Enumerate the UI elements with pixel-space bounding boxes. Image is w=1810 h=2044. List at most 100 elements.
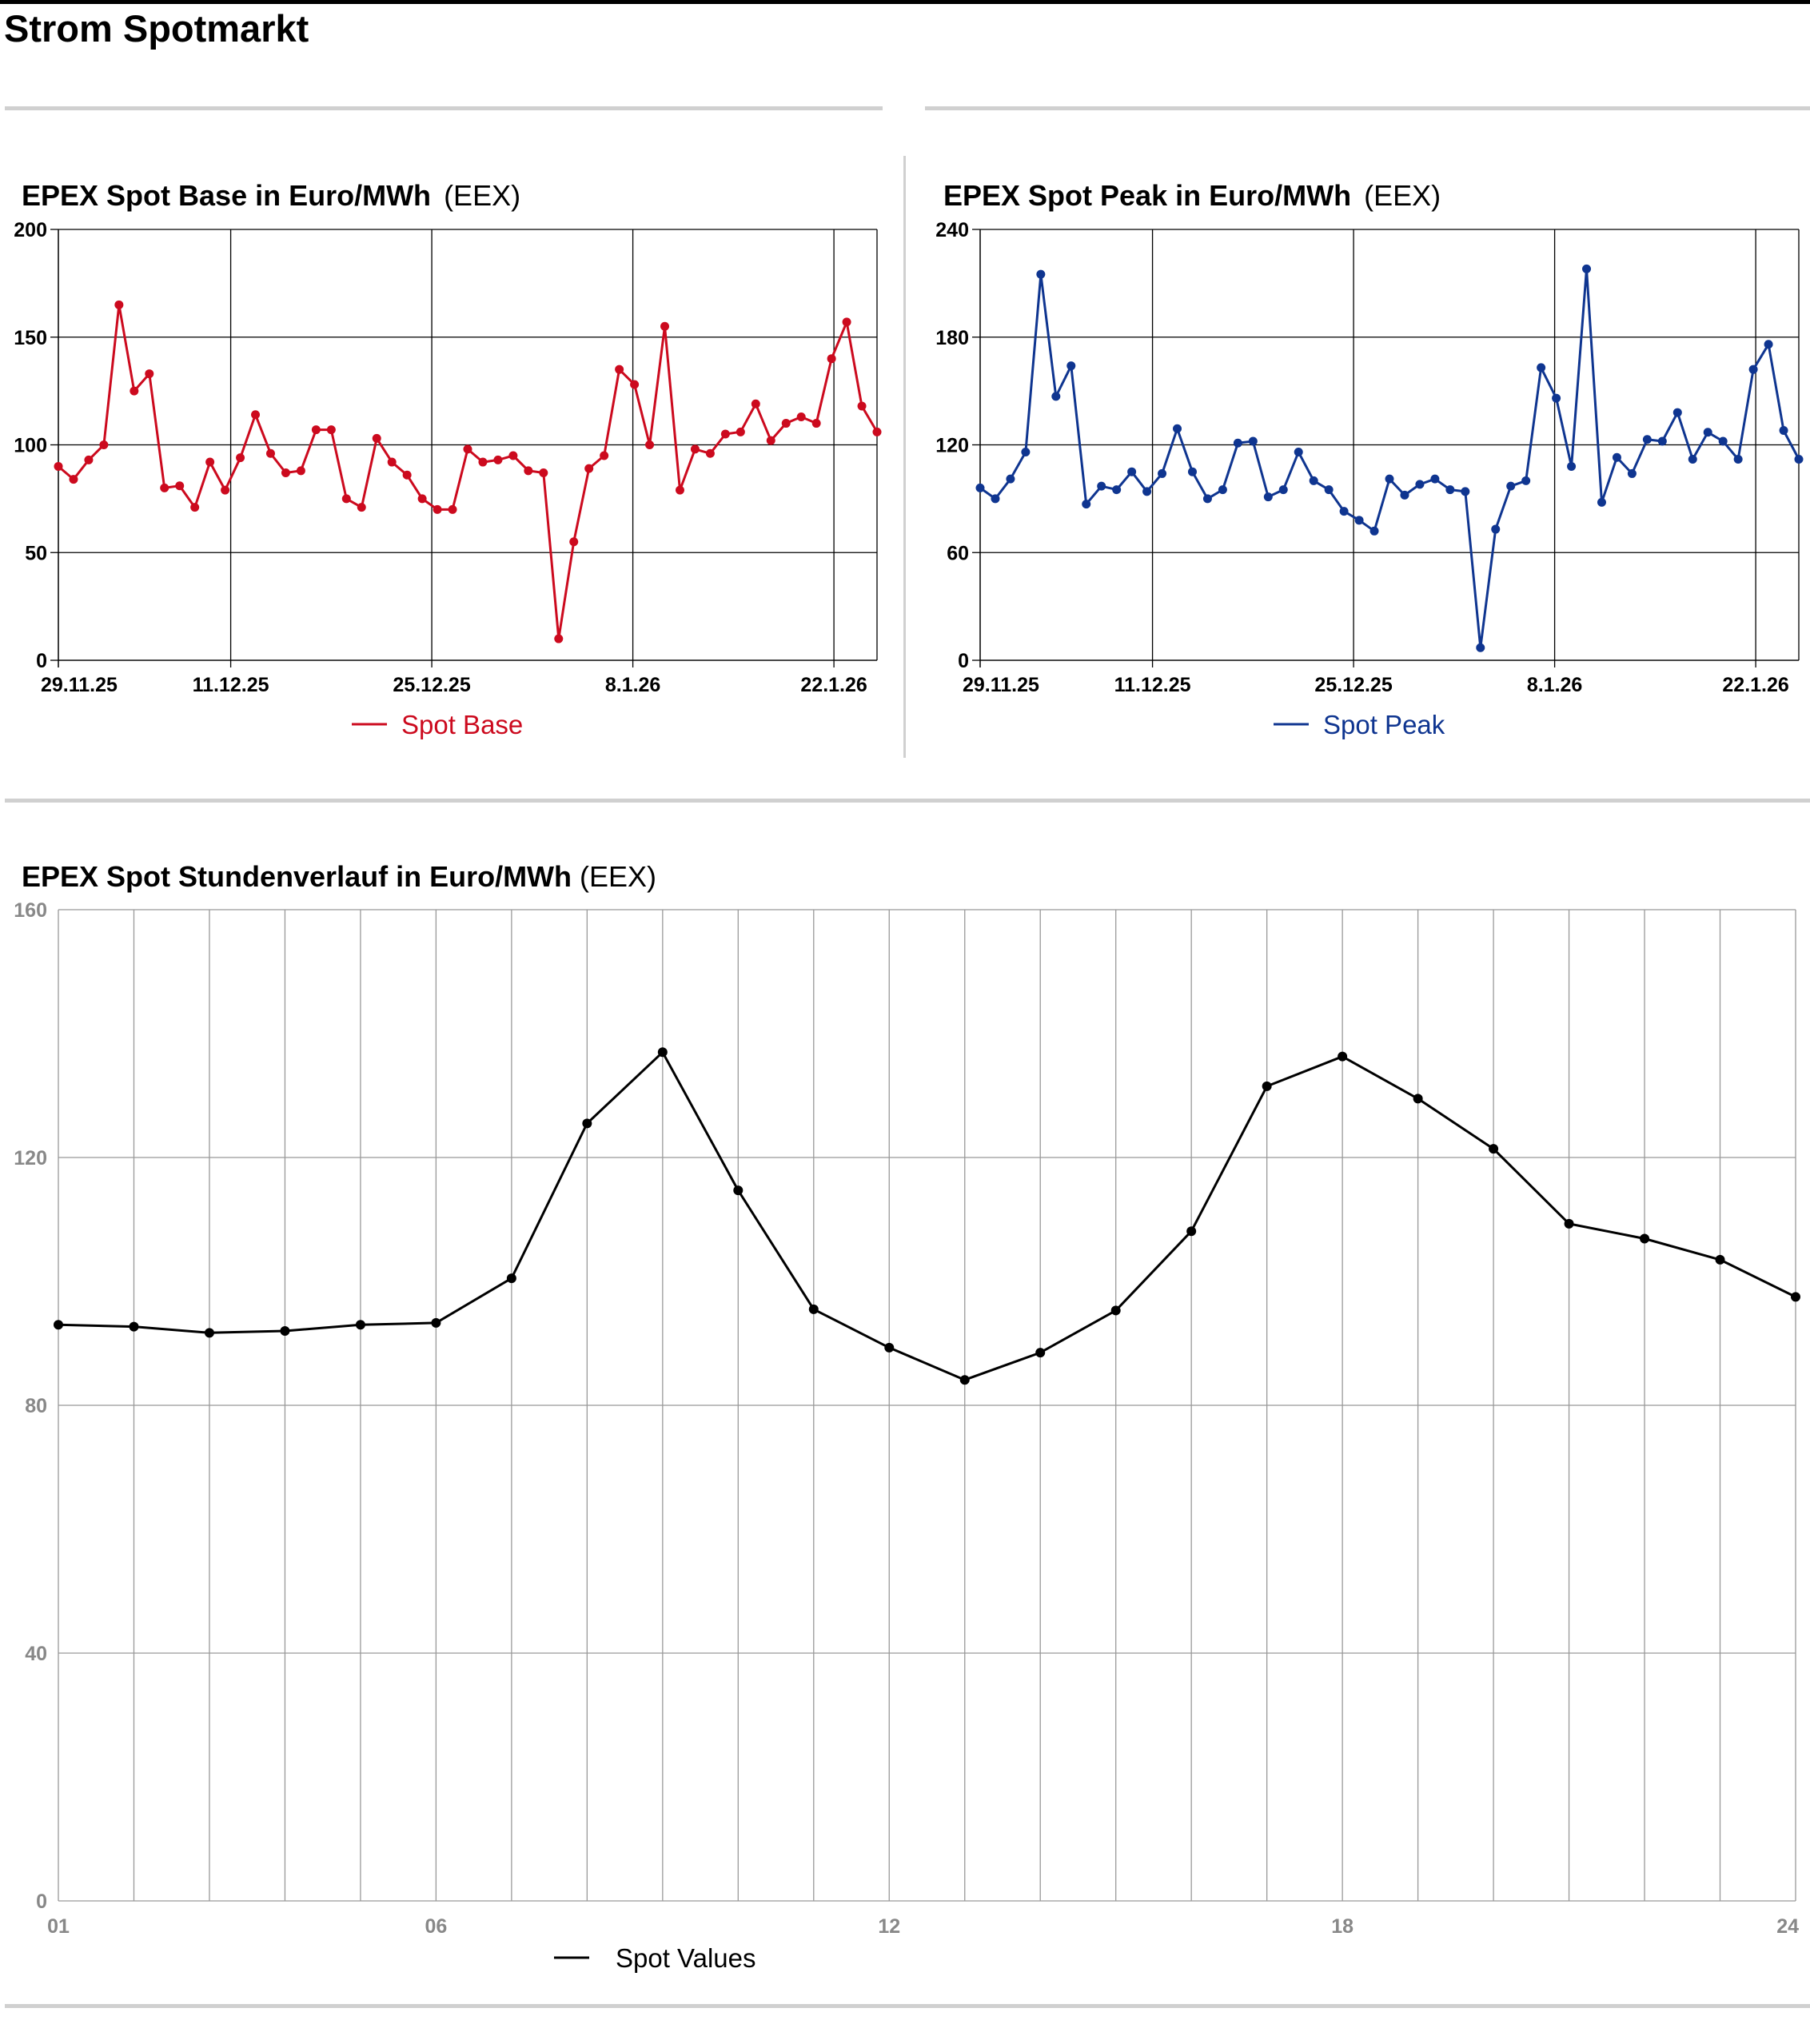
peak-data-point (1597, 497, 1606, 507)
hourly-ytick-label: 40 (25, 1643, 47, 1665)
base-data-point (402, 470, 412, 480)
base-ytick-label: 150 (14, 327, 47, 349)
hourly-series-line (58, 1050, 1796, 1381)
peak-data-point (1036, 269, 1046, 279)
base-data-point (811, 419, 821, 428)
base-ytick-label: 50 (25, 542, 47, 564)
section-divider-left (5, 106, 883, 110)
peak-xtick-label: 29.11.25 (963, 674, 1039, 696)
hourly-data-point (1640, 1233, 1650, 1244)
hourly-xtick-label: 06 (425, 1915, 447, 1938)
peak-data-point (1339, 507, 1349, 516)
peak-data-point (1461, 487, 1470, 496)
peak-data-point (1202, 494, 1212, 504)
hourly-data-point (884, 1342, 895, 1353)
base-xtick-label: 11.12.25 (193, 674, 269, 696)
base-xtick-label: 22.1.26 (800, 674, 867, 696)
base-data-point (84, 455, 94, 464)
peak-data-point (1248, 436, 1258, 446)
base-data-point (554, 634, 564, 643)
base-data-point (524, 466, 533, 476)
peak-data-point (1127, 467, 1137, 476)
peak-data-point (1006, 474, 1015, 484)
base-data-point (842, 317, 851, 327)
base-data-point (341, 494, 351, 504)
peak-data-point (1445, 485, 1455, 495)
base-ytick-label: 100 (14, 435, 47, 457)
base-data-point (705, 448, 715, 458)
hourly-data-point (733, 1185, 744, 1196)
peak-data-point (1369, 526, 1379, 536)
peak-data-point (1294, 447, 1303, 456)
hourly-data-point (431, 1317, 441, 1328)
base-data-point (251, 410, 261, 420)
peak-data-point (1082, 500, 1091, 509)
base-data-point (69, 475, 78, 484)
hourly-data-point (204, 1328, 214, 1338)
base-data-point (160, 483, 169, 492)
peak-data-point (1764, 340, 1773, 349)
peak-data-point (975, 483, 985, 492)
base-chart-source: (EEX) (444, 179, 521, 212)
hourly-xtick-label: 24 (1776, 1915, 1799, 1938)
base-data-point (584, 464, 594, 473)
peak-data-point (1430, 474, 1440, 484)
peak-data-point (1263, 492, 1273, 502)
peak-ytick-label: 180 (935, 327, 969, 349)
hourly-data-point (1715, 1254, 1725, 1265)
peak-data-point (1112, 485, 1122, 495)
hourly-data-point (355, 1320, 365, 1330)
base-data-point (387, 457, 397, 467)
peak-data-point (1552, 393, 1561, 403)
peak-data-point (1657, 436, 1667, 446)
peak-xtick-label: 25.12.25 (1314, 674, 1392, 696)
peak-chart-title: EPEX Spot Peak in Euro/MWh (943, 179, 1352, 212)
base-data-point (54, 461, 63, 471)
hourly-data-point (1413, 1094, 1423, 1104)
hourly-chart-title: EPEX Spot Stundenverlauf in Euro/MWh (22, 860, 572, 893)
base-data-point (205, 457, 215, 467)
peak-xtick-label: 11.12.25 (1114, 674, 1191, 696)
peak-data-point (1521, 476, 1531, 485)
hourly-data-point (280, 1326, 290, 1336)
peak-data-point (1718, 436, 1728, 446)
base-data-point (645, 440, 655, 449)
section-divider-right (925, 106, 1810, 110)
base-data-point (114, 300, 124, 309)
peak-data-point (1187, 467, 1197, 476)
hourly-data-point (1489, 1144, 1499, 1154)
peak-data-point (1537, 363, 1546, 373)
base-data-point (417, 494, 427, 504)
hourly-chart-source: (EEX) (580, 860, 657, 893)
base-xtick-label: 29.11.25 (41, 674, 118, 696)
base-ytick-label: 200 (14, 219, 47, 241)
peak-data-point (1642, 435, 1652, 444)
base-data-point (281, 468, 290, 478)
peak-data-point (1097, 481, 1106, 491)
peak-data-point (1733, 454, 1743, 464)
peak-data-point (1415, 480, 1425, 489)
peak-ytick-label: 0 (958, 650, 969, 672)
base-xtick-label: 8.1.26 (605, 674, 661, 696)
hourly-data-point (1564, 1218, 1574, 1229)
peak-data-point (1476, 643, 1485, 652)
peak-data-point (1309, 476, 1318, 485)
hourly-data-point (1110, 1305, 1121, 1316)
peak-data-point (1567, 461, 1577, 471)
base-data-point (175, 481, 185, 491)
peak-data-point (1051, 392, 1061, 401)
base-data-point (463, 444, 472, 454)
base-data-point (796, 412, 806, 421)
peak-data-point (1142, 487, 1152, 496)
peak-data-point (1158, 468, 1167, 478)
peak-data-point (1703, 428, 1712, 437)
peak-series-line (979, 267, 1800, 649)
hourly-data-point (1262, 1081, 1272, 1091)
base-chart-title: EPEX Spot Base in Euro/MWh (22, 179, 432, 212)
chart-column-divider (903, 156, 906, 758)
hourly-data-point (808, 1304, 819, 1314)
base-data-point (99, 440, 109, 449)
base-data-point (615, 365, 624, 374)
peak-data-point (1066, 361, 1076, 371)
